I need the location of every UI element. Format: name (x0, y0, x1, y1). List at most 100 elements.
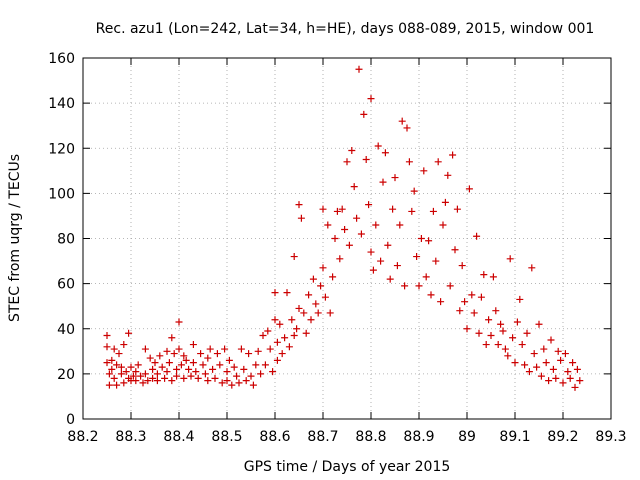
data-point (271, 289, 279, 297)
data-point (369, 266, 377, 274)
data-point (108, 356, 116, 364)
data-point (103, 332, 111, 340)
data-point (206, 345, 214, 353)
data-point (158, 363, 166, 371)
y-tick-label: 60 (57, 277, 75, 293)
data-point (108, 365, 116, 373)
data-point (283, 289, 291, 297)
data-point (417, 235, 425, 242)
y-tick-label: 0 (66, 412, 75, 428)
data-point (173, 372, 181, 380)
data-point (189, 341, 197, 349)
data-point (333, 207, 341, 215)
data-point (463, 325, 471, 333)
data-point (504, 352, 512, 360)
data-point (271, 316, 279, 324)
data-point (549, 365, 557, 373)
data-point (516, 295, 524, 303)
data-point (513, 318, 521, 326)
data-point (345, 241, 353, 249)
data-point (153, 370, 161, 378)
data-point (482, 341, 490, 349)
data-point (288, 316, 296, 324)
data-point (237, 345, 245, 353)
data-point (489, 273, 497, 281)
data-point (297, 214, 305, 222)
data-point (391, 174, 399, 182)
data-point (110, 374, 118, 382)
data-point (360, 110, 368, 118)
data-point (444, 171, 452, 179)
data-point (278, 350, 286, 358)
data-point (273, 338, 281, 346)
data-point (321, 293, 329, 301)
data-point (396, 221, 404, 229)
data-point (233, 372, 241, 380)
data-point (175, 318, 183, 326)
data-point (197, 350, 205, 358)
data-point (149, 374, 157, 382)
data-point (120, 379, 128, 387)
data-point (427, 291, 435, 299)
data-point (285, 343, 293, 351)
data-point (374, 142, 382, 150)
x-tick-label: 89 (458, 429, 476, 445)
data-point (492, 307, 500, 315)
data-point (542, 359, 550, 367)
data-point (235, 379, 243, 387)
data-point (331, 235, 339, 242)
data-point (453, 205, 461, 213)
data-point (314, 309, 322, 317)
data-point (120, 341, 128, 349)
data-point (247, 372, 255, 380)
data-point (547, 336, 555, 344)
data-point (113, 361, 121, 369)
data-point (456, 307, 464, 315)
data-point (163, 347, 171, 355)
data-point (355, 65, 363, 73)
data-point (389, 205, 397, 213)
data-point (199, 361, 207, 369)
data-point (141, 345, 149, 353)
data-point (103, 343, 111, 351)
data-point (422, 273, 430, 281)
data-point (319, 264, 327, 272)
data-point (506, 255, 514, 263)
data-point (245, 350, 253, 358)
data-point (386, 275, 394, 283)
data-point (218, 379, 226, 387)
data-point (165, 359, 173, 367)
data-point (290, 332, 298, 340)
data-point (521, 361, 529, 369)
y-tick-label: 80 (57, 232, 75, 248)
x-axis-label: GPS time / Days of year 2015 (244, 459, 451, 475)
data-point (381, 149, 389, 157)
x-tick-label: 88.6 (259, 429, 290, 445)
data-point (185, 365, 193, 373)
data-point (295, 201, 303, 209)
data-point (477, 293, 485, 301)
data-point (494, 341, 502, 349)
data-point (353, 214, 361, 222)
data-point (564, 368, 572, 376)
data-point (137, 372, 145, 380)
data-points (103, 65, 584, 391)
data-point (257, 370, 265, 378)
data-point (163, 368, 171, 376)
data-point (501, 345, 509, 353)
data-point (156, 352, 164, 360)
data-point (557, 356, 565, 364)
data-point (125, 329, 133, 337)
data-point (509, 334, 517, 342)
data-point (329, 273, 337, 281)
data-point (115, 350, 123, 358)
y-tick-label: 100 (48, 186, 75, 202)
data-point (204, 377, 212, 385)
data-point (480, 271, 488, 279)
data-point (228, 381, 236, 389)
data-point (473, 232, 481, 240)
data-point (377, 257, 385, 265)
data-point (242, 377, 250, 385)
data-point (336, 255, 344, 263)
data-point (398, 117, 406, 125)
